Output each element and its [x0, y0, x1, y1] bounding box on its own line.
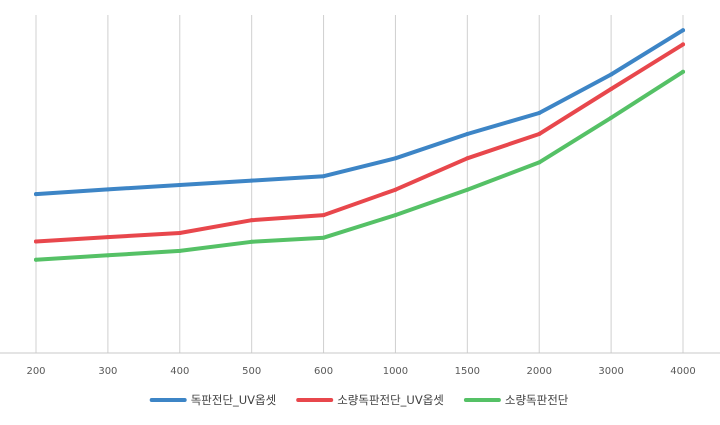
data-point: [105, 235, 110, 240]
data-point: [681, 42, 685, 47]
data-point: [249, 178, 254, 183]
data-point: [393, 156, 398, 161]
data-point: [321, 213, 326, 218]
series-line-2: [34, 42, 685, 244]
data-point: [393, 213, 398, 218]
series-line-3: [34, 69, 685, 262]
legend-item-1: 독판전단_UV옵셋: [149, 393, 277, 407]
x-axis: 200 300 400 500 600 1000 1500 2000 3000 4000: [0, 352, 720, 377]
data-point: [321, 174, 326, 179]
series-lines: [34, 28, 685, 262]
x-tick-label: 400: [170, 366, 189, 377]
data-point: [34, 192, 38, 197]
data-point: [537, 131, 542, 136]
data-point: [537, 111, 542, 116]
data-point: [321, 235, 326, 240]
data-point: [249, 239, 254, 244]
data-point: [249, 218, 254, 223]
data-point: [609, 115, 614, 120]
x-tick-label: 200: [26, 366, 45, 377]
data-point: [537, 160, 542, 165]
data-point: [609, 72, 614, 77]
data-point: [465, 187, 470, 192]
legend-item-2: 소량독판전단_UV옵셋: [296, 393, 444, 407]
data-point: [681, 69, 685, 74]
data-point: [609, 87, 614, 92]
data-point: [177, 248, 182, 253]
data-point: [177, 183, 182, 188]
legend-item-3: 소량독판전단: [463, 393, 569, 407]
x-tick-label: 4000: [670, 366, 695, 377]
legend-label: 소량독판전단_UV옵셋: [337, 393, 444, 407]
x-tick-label: 2000: [526, 366, 551, 377]
data-point: [681, 28, 685, 33]
x-tick-label: 500: [242, 366, 261, 377]
series-line-1: [34, 28, 685, 197]
x-tick-label: 3000: [598, 366, 623, 377]
data-point: [465, 156, 470, 161]
data-point: [105, 187, 110, 192]
x-tick-label: 1000: [383, 366, 408, 377]
data-point: [34, 257, 38, 262]
legend: 독판전단_UV옵셋 소량독판전단_UV옵셋 소량독판전단: [149, 393, 569, 407]
data-point: [393, 187, 398, 192]
legend-label: 소량독판전단: [505, 393, 569, 407]
data-point: [465, 131, 470, 136]
legend-label: 독판전단_UV옵셋: [191, 393, 277, 407]
data-point: [177, 231, 182, 236]
x-tick-label: 1500: [455, 366, 480, 377]
x-tick-label: 300: [98, 366, 117, 377]
gridlines: [35, 15, 684, 353]
x-tick-label: 600: [314, 366, 333, 377]
data-point: [34, 239, 38, 244]
data-point: [105, 253, 110, 258]
